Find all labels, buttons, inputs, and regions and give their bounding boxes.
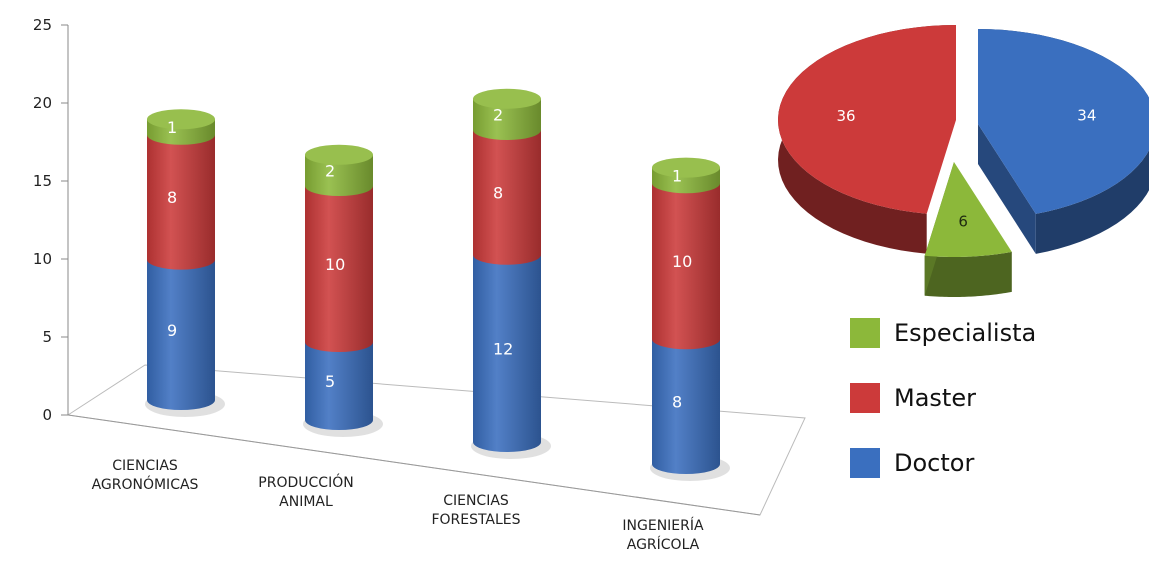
floor-front-edge xyxy=(67,414,761,516)
bar-segment-master: 10 xyxy=(305,186,373,352)
bar-stack: 9 8 1 xyxy=(145,109,225,417)
bar-value-label: 1 xyxy=(167,118,177,137)
bar-stack: 8 10 1 xyxy=(650,157,730,481)
pie-value-label: 6 xyxy=(958,213,968,231)
bar-value-label: 2 xyxy=(325,161,335,180)
legend-item-especialista: Especialista xyxy=(850,316,1036,350)
y-tick-label: 5 xyxy=(42,328,52,346)
category-labels: CIENCIAS AGRONÓMICAS PRODUCCIÓN ANIMAL CIENC… xyxy=(92,458,704,553)
pie-slice-top xyxy=(778,25,956,214)
bar-segment-body xyxy=(652,183,720,350)
legend-item-master: Master xyxy=(850,381,1036,415)
pie-slice-especialista: 6 xyxy=(924,162,1012,257)
legend-label-doctor: Doctor xyxy=(894,449,975,477)
pie-slice-doctor: 34 xyxy=(978,29,1149,214)
bar-segment-body xyxy=(473,130,541,265)
bar-value-label: 9 xyxy=(167,321,177,340)
bar-segment-body xyxy=(652,339,720,474)
pie-slice-top xyxy=(924,162,1012,257)
legend-swatch-master xyxy=(850,383,880,413)
bar-value-label: 1 xyxy=(672,166,682,185)
bar-segment-doctor: 12 xyxy=(473,254,541,452)
bar-segment-body xyxy=(305,154,373,196)
bar-segment-master: 8 xyxy=(473,130,541,265)
legend-swatch-doctor xyxy=(850,448,880,478)
bar-value-label: 2 xyxy=(493,105,503,124)
bar-segment-master: 10 xyxy=(652,183,720,350)
bar-top-cap xyxy=(473,88,541,109)
bar-value-label: 10 xyxy=(325,255,345,274)
bar-value-label: 10 xyxy=(672,252,692,271)
bar-stack: 12 8 2 xyxy=(471,88,551,459)
legend-swatch-especialista xyxy=(850,318,880,348)
pie-slice-wall xyxy=(978,124,1036,254)
bar-segment-especialista: 1 xyxy=(652,157,720,194)
bar-segment-body xyxy=(147,259,215,410)
y-tick-label: 0 xyxy=(42,406,52,424)
bar-value-label: 8 xyxy=(167,188,177,207)
x-category-label: CIENCIAS FORESTALES xyxy=(431,493,520,528)
bar-segment-body xyxy=(305,342,373,430)
legend-label-master: Master xyxy=(894,384,976,412)
bar-segment-body xyxy=(305,186,373,352)
legend: Especialista Master Doctor xyxy=(850,316,1036,511)
pie-value-label: 34 xyxy=(1077,106,1096,124)
bar-value-label: 12 xyxy=(493,339,513,358)
legend-label-especialista: Especialista xyxy=(894,319,1037,347)
pie-slice-top xyxy=(978,29,1149,214)
bar-value-label: 8 xyxy=(672,393,682,412)
bar-segment-especialista: 1 xyxy=(147,109,215,145)
bar-segment-doctor: 9 xyxy=(147,259,215,410)
y-tick-label: 20 xyxy=(33,94,52,112)
bar-segment-doctor: 8 xyxy=(652,339,720,474)
x-category-label: CIENCIAS AGRONÓMICAS xyxy=(92,458,199,493)
chart-floor xyxy=(66,364,806,516)
legend-item-doctor: Doctor xyxy=(850,446,1036,480)
bar-segment-body xyxy=(147,134,215,270)
y-tick-label: 10 xyxy=(33,250,52,268)
x-category-label: INGENIERÍA AGRÍCOLA xyxy=(622,517,704,553)
y-tick-label: 15 xyxy=(33,172,52,190)
bar-segment-master: 8 xyxy=(147,134,215,270)
bar-top-cap xyxy=(652,157,720,178)
bar-segment-doctor: 5 xyxy=(305,342,373,430)
bar-segment-body xyxy=(473,98,541,140)
bar-segment-especialista: 2 xyxy=(473,88,541,140)
bar-value-label: 5 xyxy=(325,372,335,391)
pie-slice-master: 36 xyxy=(778,25,956,214)
y-axis: 0 5 10 15 20 25 xyxy=(33,16,69,424)
x-category-label: PRODUCCIÓN ANIMAL xyxy=(258,473,353,510)
bar-segment-especialista: 2 xyxy=(305,144,373,196)
y-tick-label: 25 xyxy=(33,16,52,34)
bar-stack: 5 10 2 xyxy=(303,144,383,437)
pie-slice-depth xyxy=(924,251,1012,297)
bar-top-cap xyxy=(147,109,215,130)
pie-value-label: 36 xyxy=(836,107,855,125)
exploded-pie-chart: 34 6 36 xyxy=(778,25,1149,297)
bar-segment-body xyxy=(473,254,541,452)
bar-value-label: 8 xyxy=(493,183,503,202)
bar-top-cap xyxy=(305,144,373,165)
stacked-cylinder-bars: 9 8 1 5 10 2 12 8 2 8 10 1 xyxy=(145,88,730,481)
